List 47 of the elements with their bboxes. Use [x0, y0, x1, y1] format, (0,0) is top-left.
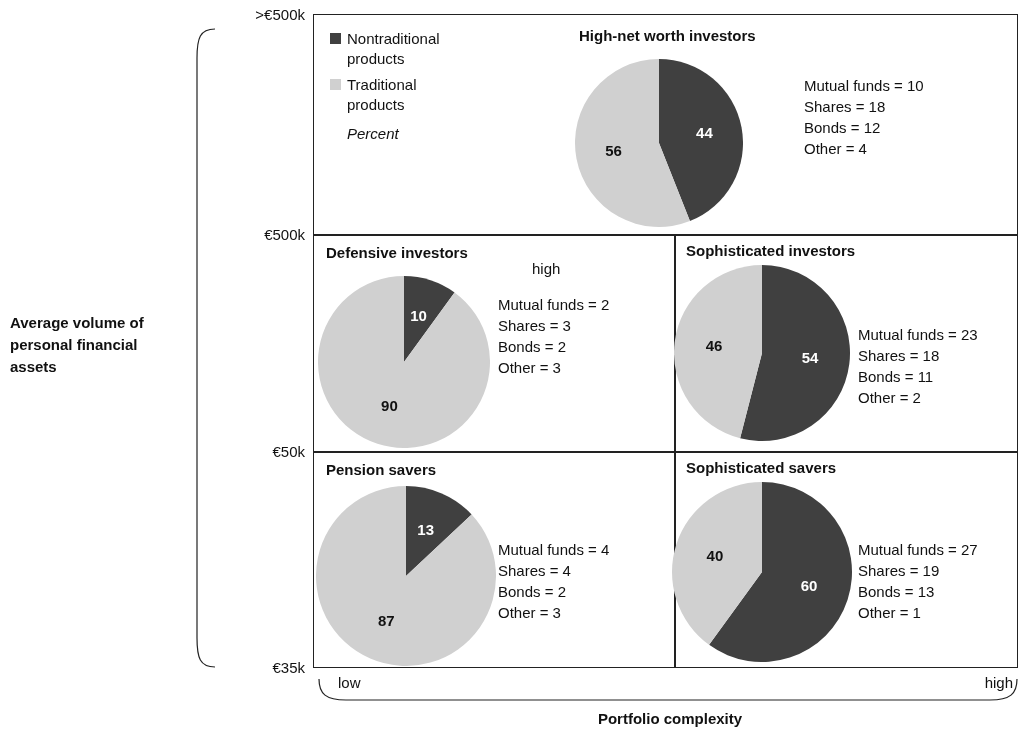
- text: €50k: [272, 443, 305, 460]
- text: Shares = 18: [858, 346, 941, 366]
- data-label: 60: [800, 577, 818, 595]
- text: Other = 2: [858, 388, 922, 408]
- data-label: 54: [801, 349, 820, 367]
- data-label: 10: [410, 307, 427, 325]
- text: Bonds = 13: [858, 582, 936, 602]
- chart-title: Sophisticated investors: [686, 242, 856, 259]
- text: €35k: [272, 659, 305, 676]
- text: Average volume of personal financial assets: [10, 313, 145, 377]
- text: Bonds = 2: [498, 337, 567, 357]
- chart-title: Pension savers: [326, 461, 437, 478]
- text: Other = 3: [498, 358, 562, 378]
- text: Shares = 4: [498, 561, 572, 581]
- text: Mutual funds = 4: [498, 540, 610, 560]
- text: Mutual funds = 23: [858, 325, 978, 345]
- text: high: [532, 260, 561, 277]
- chart-title: High-net worth investors: [579, 27, 756, 44]
- text: Mutual funds = 27: [858, 540, 978, 560]
- chart-title: Defensive investors: [326, 244, 468, 261]
- text: Other = 3: [498, 603, 562, 623]
- text: Mutual funds = 2: [498, 295, 610, 315]
- text: Bonds = 11: [858, 367, 935, 387]
- data-label: 40: [706, 546, 724, 564]
- chart-title: Sophisticated savers: [686, 459, 837, 476]
- data-label: 90: [381, 397, 398, 415]
- text: Portfolio complexity: [596, 710, 744, 727]
- text: Shares = 18: [804, 97, 887, 117]
- text: Bonds = 2: [498, 582, 567, 602]
- data-label: 56: [605, 141, 622, 159]
- data-label: 87: [378, 611, 395, 629]
- text: Other = 4: [804, 139, 868, 159]
- data-label: 13: [417, 520, 434, 538]
- legend-label: Nontraditional products: [347, 29, 441, 69]
- text: Bonds = 12: [804, 118, 882, 138]
- legend-label: Traditional products: [347, 75, 418, 115]
- legend-title: Percent: [347, 125, 400, 142]
- text: Mutual funds = 10: [804, 76, 924, 96]
- text: high: [984, 674, 1013, 691]
- text: €500k: [264, 226, 305, 243]
- data-label: 44: [696, 124, 714, 142]
- text: Shares = 19: [858, 561, 941, 581]
- text: Other = 1: [858, 603, 922, 623]
- data-label: 46: [705, 337, 723, 355]
- text: Shares = 3: [498, 316, 572, 336]
- text: >€500k: [255, 6, 305, 23]
- text: low: [338, 674, 361, 691]
